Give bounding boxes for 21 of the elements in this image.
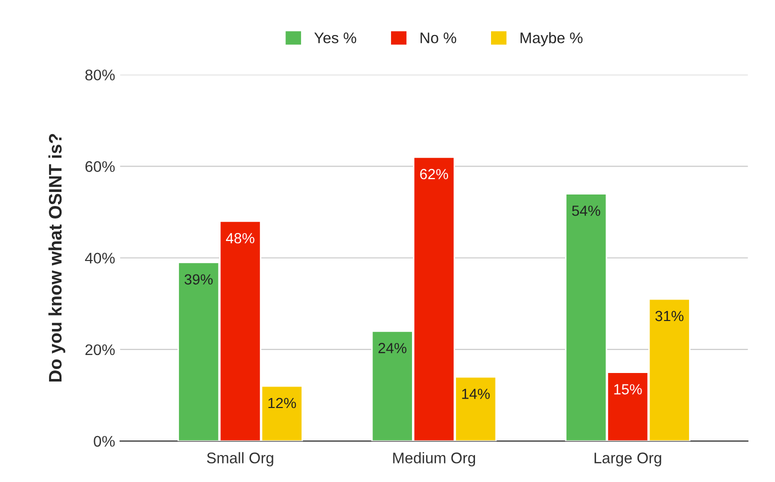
y-tick-label: 80% [85,70,115,80]
x-tick-label: Large Org [594,452,662,466]
y-tick-label: 20% [85,344,115,356]
legend-label: No % [420,32,456,44]
x-tick-label: Small Org [206,452,274,466]
y-axis-title: Do you know what OSINT is? [48,134,66,382]
data-label: 31% [655,310,684,322]
data-label: 14% [462,388,490,399]
legend-label: Yes % [314,32,356,44]
data-label: 12% [268,398,296,408]
legend-label: Maybe % [520,32,583,46]
y-tick-label: 40% [85,252,115,264]
data-label: 48% [226,233,254,244]
y-tick-label: 60% [85,161,115,172]
x-tick-label: Medium Org [393,452,476,466]
data-label: 62% [420,168,448,180]
data-label: 15% [614,384,642,394]
data-label: 54% [572,206,600,216]
data-label: 24% [378,342,406,354]
y-tick-label: 0% [94,436,115,447]
data-label: 39% [184,274,213,285]
